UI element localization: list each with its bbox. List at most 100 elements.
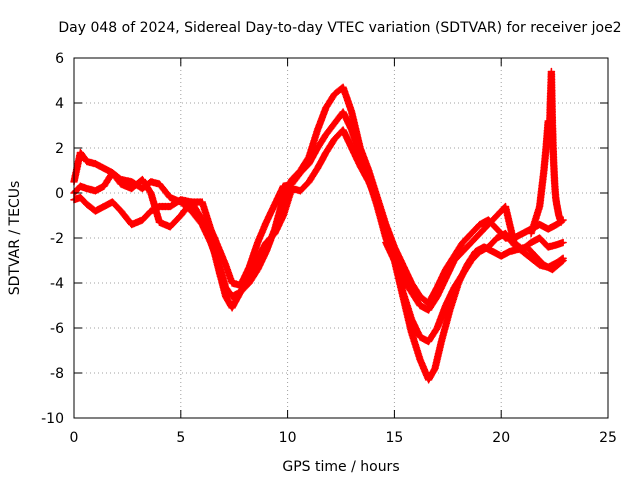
data-point — [402, 264, 404, 266]
data-point — [419, 304, 421, 307]
x-tick-label: 20 — [492, 430, 510, 446]
data-point — [256, 268, 259, 271]
data-point — [552, 158, 555, 161]
data-point — [79, 196, 82, 199]
data-point — [103, 167, 105, 170]
data-point — [553, 180, 556, 183]
series-trace-4 — [382, 238, 567, 384]
data-point — [120, 183, 122, 185]
data-point — [273, 203, 276, 206]
data-point — [265, 221, 268, 224]
y-tick-label: 0 — [55, 186, 64, 202]
data-point — [555, 243, 558, 246]
data-point — [491, 250, 494, 253]
data-point — [453, 255, 456, 257]
data-point — [461, 241, 464, 244]
data-point — [111, 201, 114, 203]
data-point — [555, 203, 558, 206]
data-point — [534, 255, 537, 257]
x-tick-label: 5 — [176, 430, 185, 446]
data-point — [218, 264, 221, 266]
data-point — [342, 111, 344, 113]
axis-ticks: 0 5 10 15 20 25 -10 -8 -6 -4 -2 0 2 4 6 — [41, 51, 617, 446]
data-point — [359, 147, 362, 149]
data-point — [94, 189, 97, 192]
data-point — [256, 241, 259, 244]
data-point — [342, 86, 344, 89]
data-point — [86, 203, 88, 206]
data-point — [545, 147, 547, 149]
data-point — [141, 178, 144, 181]
data-point — [419, 295, 421, 298]
data-point — [248, 282, 250, 284]
data-point — [540, 187, 543, 190]
x-axis-label: GPS time / hours — [282, 459, 399, 475]
data-point — [308, 156, 310, 158]
data-point — [299, 189, 302, 192]
data-point — [487, 219, 490, 221]
data-point — [299, 169, 302, 172]
data-point — [436, 327, 438, 329]
data-point — [316, 167, 319, 170]
data-point — [308, 162, 310, 165]
data-point — [410, 291, 413, 293]
data-point — [547, 228, 549, 230]
y-tick-label: -8 — [50, 366, 64, 382]
data-point — [449, 309, 451, 311]
data-point — [190, 210, 193, 212]
data-point — [141, 219, 144, 221]
data-point — [79, 185, 82, 188]
data-point — [291, 178, 293, 181]
data-point — [325, 106, 327, 109]
data-point — [342, 129, 344, 131]
trace-markers — [70, 126, 567, 346]
data-point — [538, 237, 541, 239]
data-point — [130, 187, 133, 190]
data-point — [517, 248, 520, 251]
data-point — [282, 185, 285, 188]
data-point — [474, 250, 477, 253]
data-point — [385, 223, 387, 226]
y-tick-label: -2 — [50, 231, 64, 247]
data-point — [169, 196, 171, 199]
series-layer — [70, 67, 567, 384]
data-point — [444, 268, 447, 271]
data-point — [325, 151, 327, 154]
y-tick-label: -10 — [41, 411, 64, 427]
data-point — [282, 214, 285, 217]
data-point — [239, 291, 242, 293]
y-tick-label: 4 — [55, 96, 64, 112]
data-point — [130, 180, 133, 183]
data-point — [555, 223, 558, 226]
data-point — [461, 250, 464, 253]
data-point — [466, 264, 468, 266]
series-trace-2 — [70, 126, 567, 346]
data-point — [79, 151, 82, 154]
data-point — [248, 273, 250, 275]
data-point — [333, 138, 336, 140]
data-point — [436, 286, 438, 289]
data-point — [231, 282, 233, 284]
data-point — [150, 210, 152, 212]
data-point — [419, 358, 421, 361]
data-point — [457, 282, 460, 284]
data-point — [427, 378, 430, 381]
data-point — [218, 248, 221, 251]
data-point — [308, 180, 310, 183]
data-point — [265, 250, 268, 253]
series-trace-3 — [70, 83, 567, 308]
data-point — [543, 264, 545, 266]
data-point — [513, 243, 515, 246]
data-point — [550, 70, 553, 73]
data-point — [190, 201, 193, 203]
data-point — [169, 205, 171, 208]
data-point — [333, 122, 336, 125]
data-point — [158, 221, 161, 224]
data-point — [436, 295, 438, 298]
data-point — [201, 223, 203, 226]
data-point — [94, 210, 97, 212]
data-point — [231, 306, 233, 309]
y-tick-label: -6 — [50, 321, 64, 337]
data-point — [440, 340, 443, 343]
